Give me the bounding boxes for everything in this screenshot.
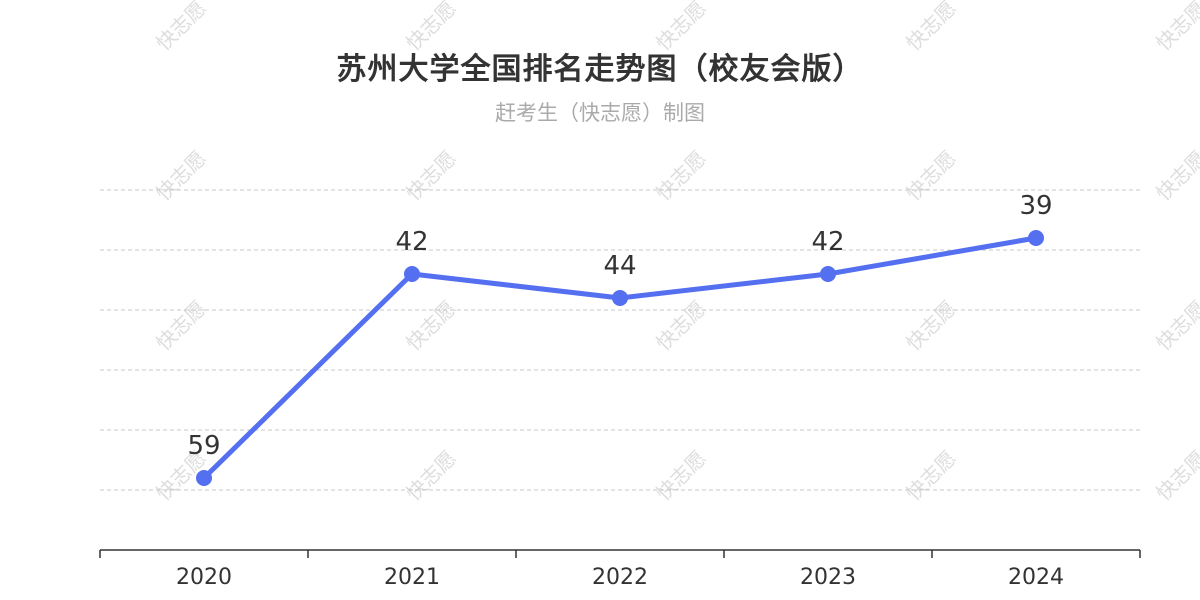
x-tick-label: 2021: [384, 565, 440, 590]
data-label: 39: [1019, 191, 1052, 221]
data-point: [1028, 230, 1044, 246]
grid-lines: [100, 189, 1140, 491]
data-point: [612, 290, 628, 306]
data-point: [196, 470, 212, 486]
data-label: 42: [811, 227, 844, 257]
data-point: [820, 266, 836, 282]
data-labels: 59 42 44 42 39: [187, 191, 1052, 461]
x-tick-label: 2022: [592, 565, 648, 590]
x-tick-label: 2020: [176, 565, 232, 590]
chart-title: 苏州大学全国排名走势图（校友会版）: [336, 52, 864, 87]
x-axis: 2020 2021 2022 2023 2024: [99, 549, 1141, 590]
data-points: [196, 230, 1044, 486]
x-tick-label: 2023: [800, 565, 856, 590]
x-tick-label: 2024: [1008, 565, 1064, 590]
data-label: 44: [603, 251, 636, 281]
chart-subtitle: 赶考生（快志愿）制图: [495, 101, 705, 125]
data-point: [404, 266, 420, 282]
data-label: 42: [395, 227, 428, 257]
data-label: 59: [187, 431, 220, 461]
